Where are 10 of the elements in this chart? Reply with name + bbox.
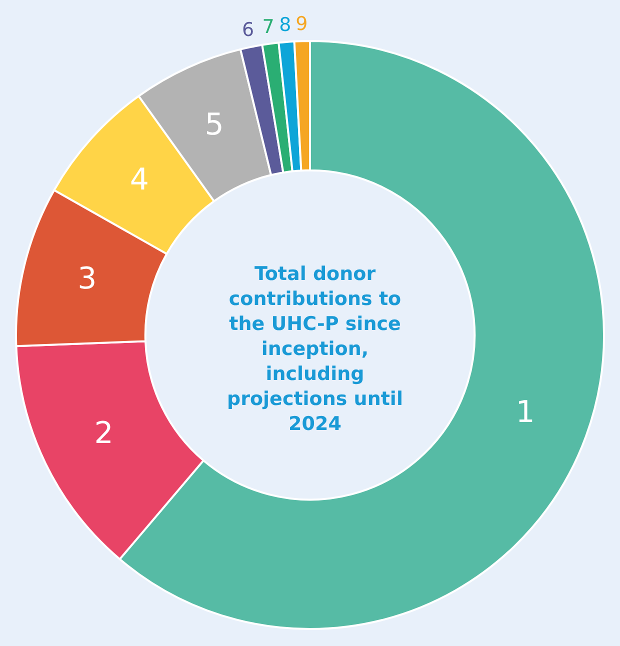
slice-label: 1 bbox=[516, 394, 535, 430]
text: Total donor contributions to the UHC-P since inception, including projections until 2024 bbox=[226, 262, 404, 437]
slice-label: 3 bbox=[78, 262, 97, 297]
slice-label: 6 bbox=[242, 19, 254, 42]
slice-label: 2 bbox=[94, 416, 114, 452]
slice-label: 8 bbox=[279, 14, 292, 36]
slice-label: 7 bbox=[262, 16, 274, 38]
slice-label: 5 bbox=[204, 107, 224, 142]
slice-label: 9 bbox=[296, 13, 308, 36]
slice-label: 4 bbox=[130, 162, 149, 198]
